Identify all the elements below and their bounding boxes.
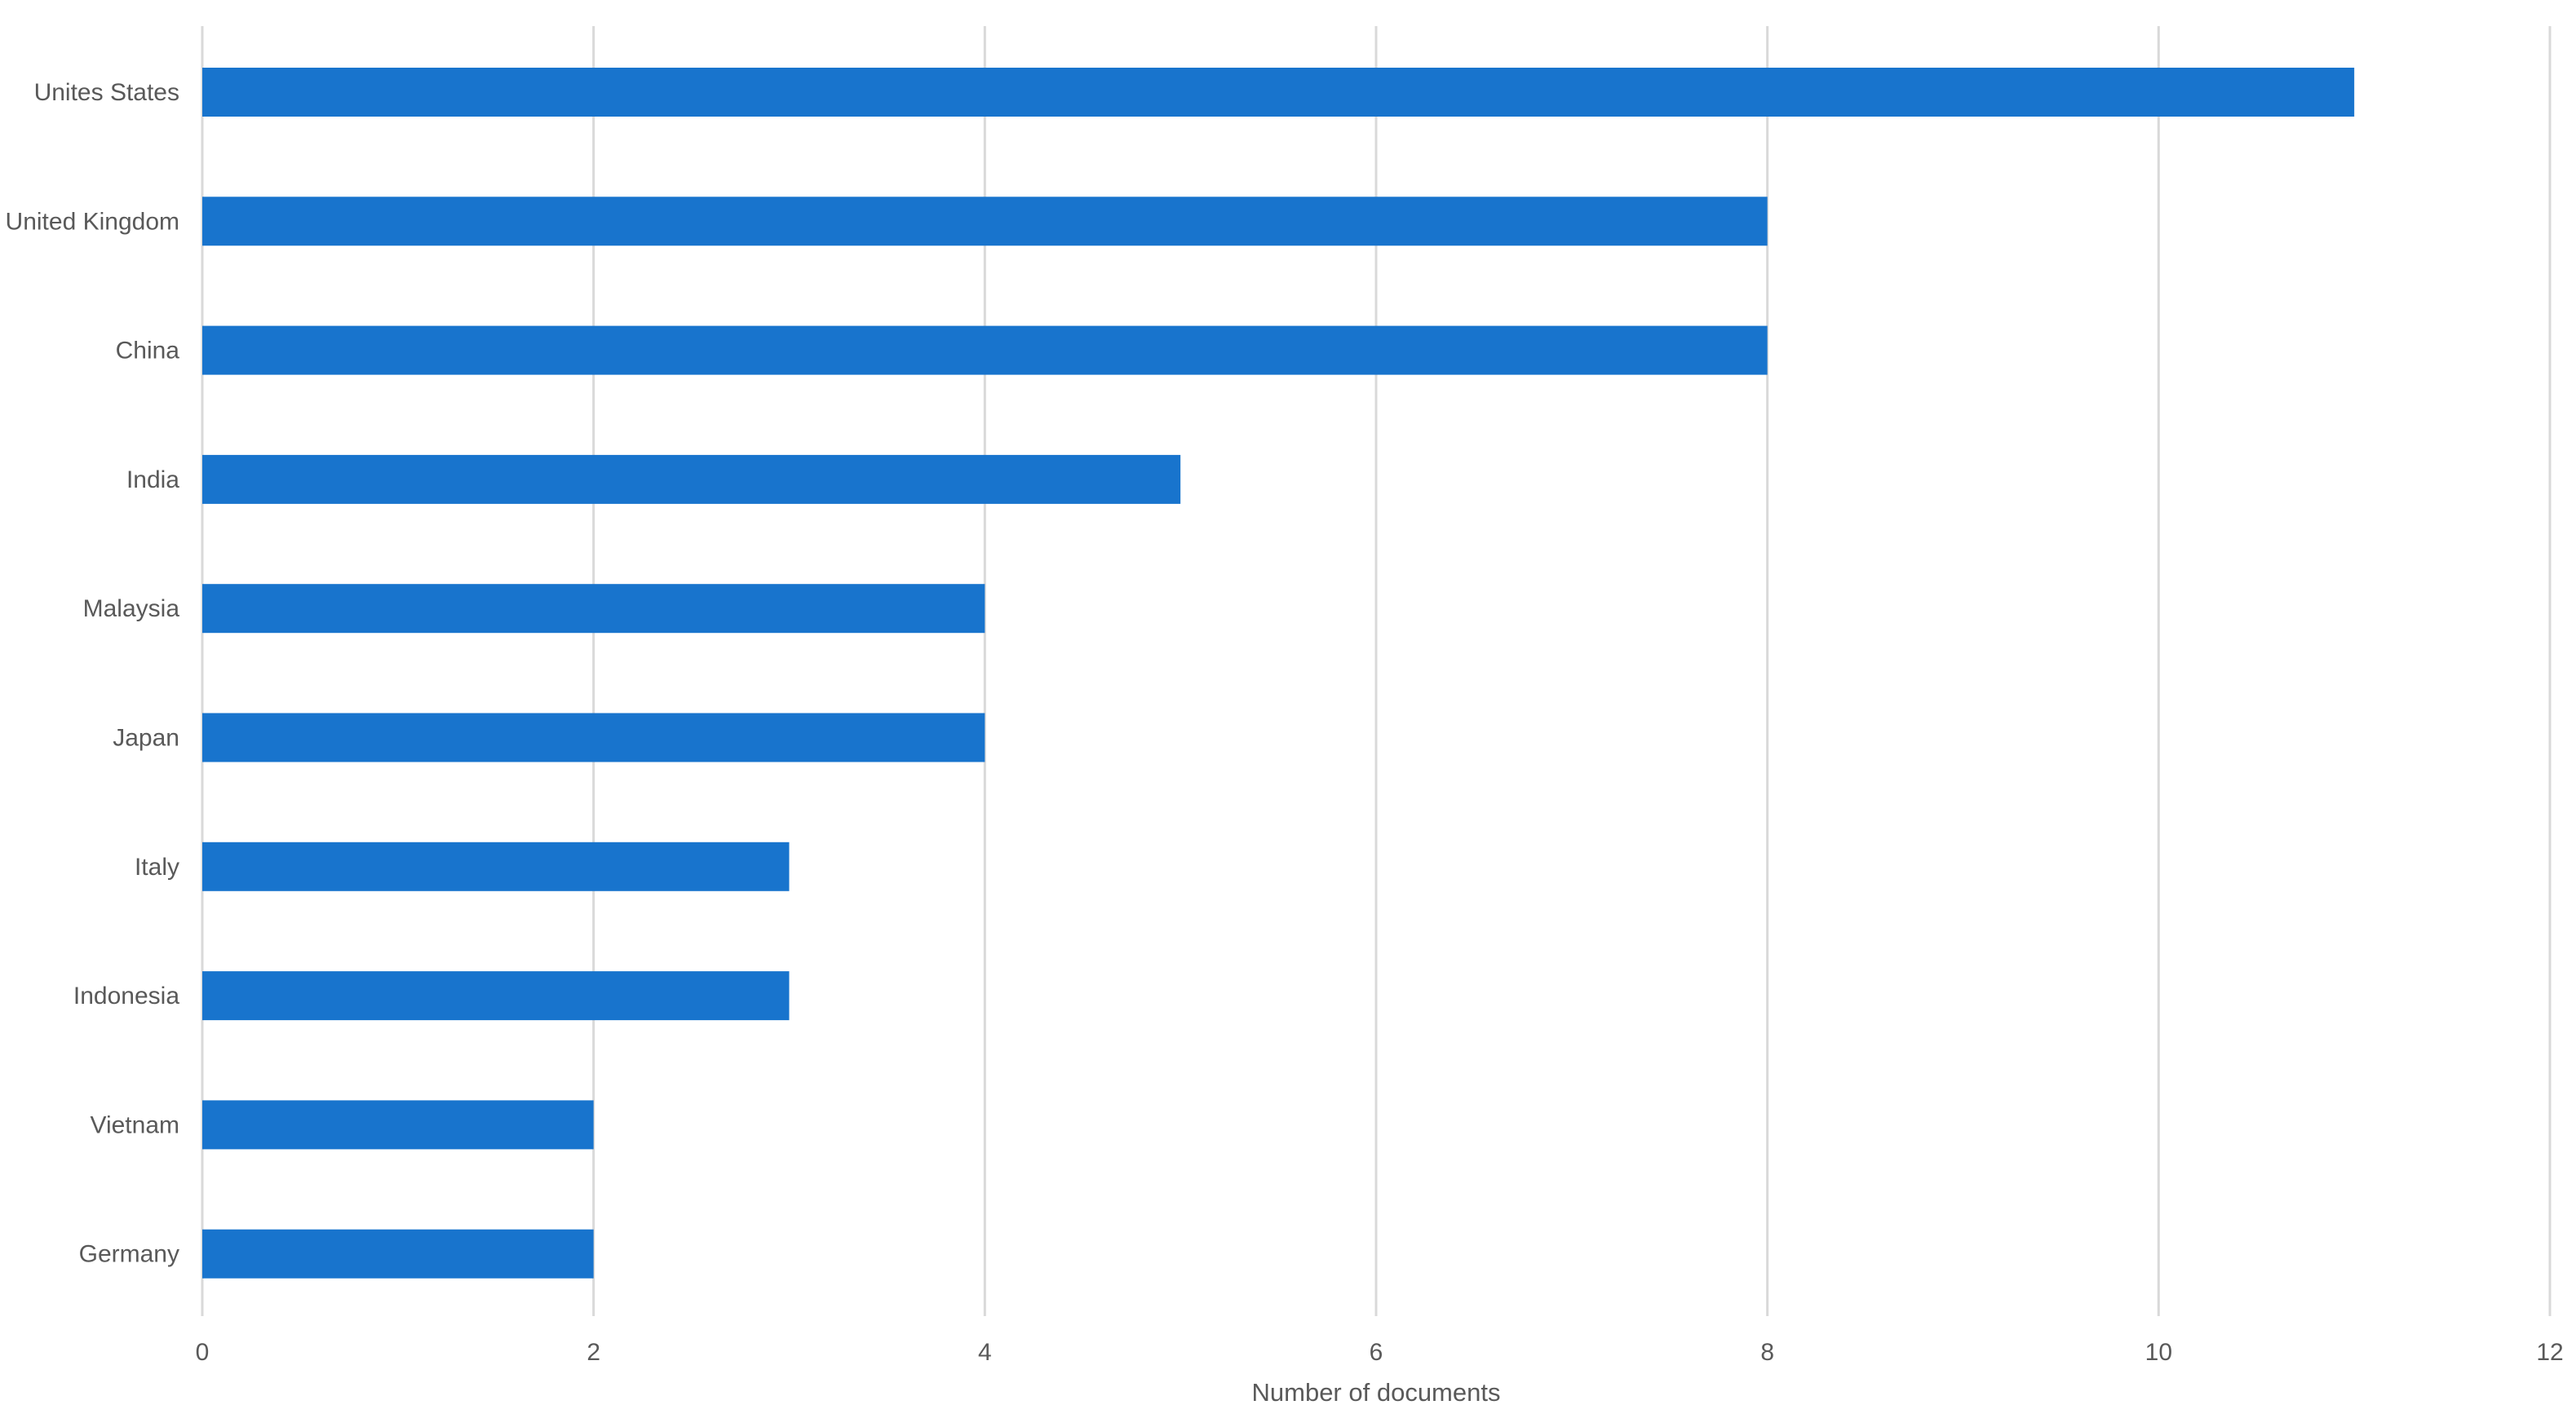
bar	[202, 325, 1768, 375]
x-tick-label: 10	[2145, 1339, 2172, 1366]
bar	[202, 842, 790, 891]
x-axis-title: Number of documents	[1252, 1378, 1501, 1407]
bar	[202, 971, 790, 1021]
category-label: United Kingdom	[6, 208, 179, 235]
bar	[202, 68, 2355, 117]
bar	[202, 584, 985, 634]
category-label: Italy	[135, 854, 179, 881]
category-label: Indonesia	[73, 983, 179, 1010]
bar	[202, 713, 985, 762]
x-tick-label: 8	[1760, 1339, 1774, 1366]
category-label: China	[116, 338, 180, 364]
bar	[202, 1229, 594, 1279]
x-tick-label: 6	[1370, 1339, 1383, 1366]
category-label: Unites States	[34, 79, 179, 106]
category-label: Japan	[113, 725, 179, 752]
x-tick-label: 0	[196, 1339, 210, 1366]
x-tick-label: 12	[2536, 1339, 2563, 1366]
category-label: Germany	[79, 1241, 179, 1268]
bars	[202, 68, 2355, 1279]
category-label: Vietnam	[90, 1111, 179, 1138]
category-labels: Unites States United Kingdom China India Mal…	[6, 79, 180, 1268]
bar	[202, 454, 1181, 504]
x-tick-label: 4	[978, 1339, 992, 1366]
x-tick-label: 2	[586, 1339, 600, 1366]
category-label: India	[126, 466, 179, 493]
bar	[202, 1100, 594, 1150]
x-tick-labels: 0 2 4 6 8 10 12	[196, 1339, 2564, 1366]
bar	[202, 197, 1768, 246]
category-label: Malaysia	[83, 595, 180, 622]
